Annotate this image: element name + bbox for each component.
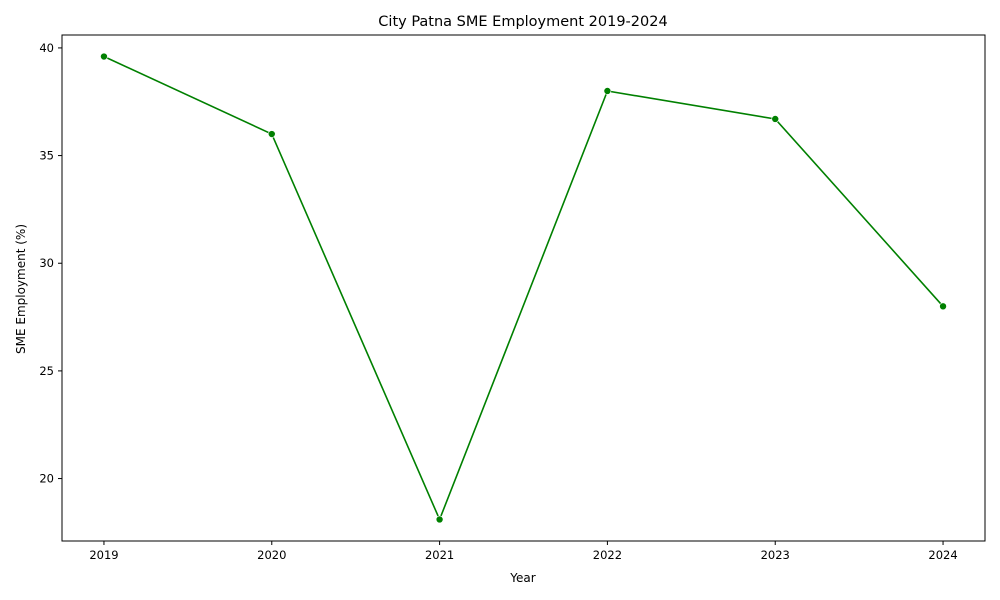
y-axis-label: SME Employment (%): [14, 224, 28, 354]
y-axis-ticks: 20 25 30 35 40: [39, 41, 62, 486]
y-tick-label: 20: [39, 472, 54, 486]
x-axis-ticks: 2019 2020 2021 2022 2023 2024: [89, 541, 958, 562]
x-tick-label: 2020: [257, 548, 286, 562]
data-point: [267, 130, 276, 138]
data-point: [603, 87, 612, 95]
x-axis-label: Year: [509, 571, 535, 585]
y-tick-label: 40: [39, 41, 54, 55]
data-point: [939, 302, 947, 311]
y-tick-label: 25: [39, 364, 54, 378]
data-point: [435, 515, 444, 524]
x-tick-label: 2023: [761, 548, 790, 562]
x-tick-label: 2024: [928, 548, 957, 562]
plot-frame: [61, 34, 986, 542]
x-tick-label: 2021: [425, 548, 454, 562]
chart-title: City Patna SME Employment 2019-2024: [378, 14, 667, 30]
data-point: [100, 52, 108, 61]
x-tick-label: 2019: [89, 548, 118, 562]
data-point: [771, 115, 780, 123]
series-line: [103, 55, 944, 522]
y-tick-label: 35: [39, 149, 54, 163]
series-layer: [100, 52, 947, 524]
y-tick-label: 30: [39, 256, 54, 270]
x-tick-label: 2022: [593, 548, 622, 562]
plot-area: [61, 34, 986, 542]
